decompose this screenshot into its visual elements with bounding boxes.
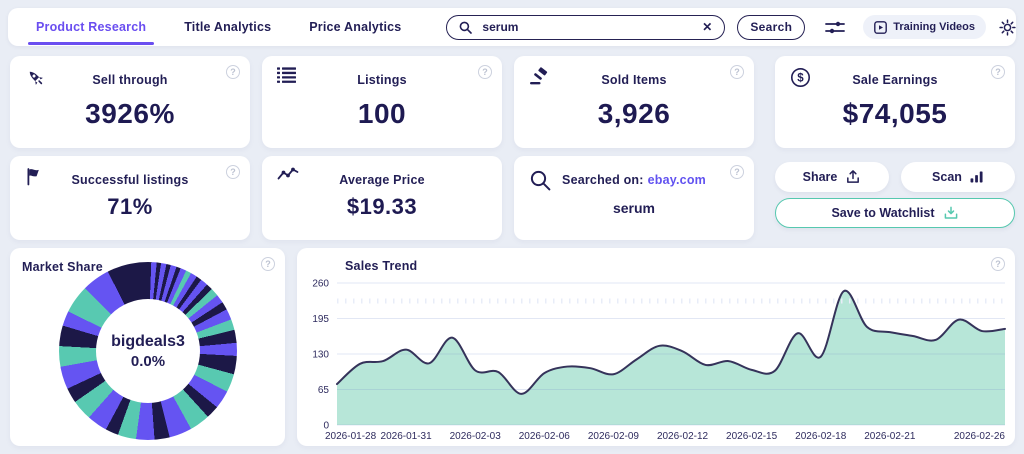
- share-upload-icon: [847, 170, 860, 183]
- svg-text:195: 195: [312, 314, 329, 325]
- svg-text:2026-01-28: 2026-01-28: [325, 431, 377, 442]
- search-icon: [460, 21, 473, 34]
- help-icon[interactable]: ?: [261, 257, 275, 271]
- listings-value: 100: [357, 98, 407, 129]
- top-navigation-bar: Product Research Title Analytics Price A…: [8, 8, 1016, 46]
- card-title: Sell through: [92, 72, 168, 87]
- card-title: Sale Earnings: [852, 72, 938, 87]
- help-icon[interactable]: ?: [226, 65, 240, 79]
- settings-gear-icon[interactable]: [999, 18, 1016, 36]
- share-button[interactable]: Share: [775, 162, 889, 192]
- training-videos-button[interactable]: Training Videos: [863, 15, 986, 39]
- market-share-title: Market Share: [22, 260, 103, 274]
- sale-earnings-value: $74,055: [842, 98, 948, 129]
- card-title: Average Price: [339, 172, 425, 187]
- help-icon[interactable]: ?: [730, 165, 744, 179]
- tab-title-analytics[interactable]: Title Analytics: [184, 20, 272, 34]
- svg-text:$: $: [797, 73, 804, 85]
- watchlist-inbox-icon: [944, 206, 957, 219]
- share-label: Share: [802, 170, 838, 184]
- svg-text:2026-02-03: 2026-02-03: [450, 431, 502, 442]
- help-icon[interactable]: ?: [226, 165, 240, 179]
- svg-text:65: 65: [318, 385, 330, 396]
- sales-trend-card: Sales Trend ? 0 65 130 195 260 2026-01-28 2026…: [297, 248, 1015, 446]
- filter-sliders-icon[interactable]: [825, 20, 846, 35]
- trend-icon: [277, 167, 299, 181]
- card-title: Sold Items: [601, 72, 667, 87]
- svg-text:2026-02-06: 2026-02-06: [519, 431, 571, 442]
- stat-card-average-price: Average Price $19.33: [262, 156, 502, 240]
- gavel-icon: [529, 67, 549, 86]
- save-to-watchlist-button[interactable]: Save to Watchlist: [775, 198, 1015, 228]
- scan-button[interactable]: Scan: [901, 162, 1015, 192]
- rocket-icon: [25, 67, 47, 89]
- help-icon[interactable]: ?: [991, 257, 1005, 271]
- save-to-watchlist-label: Save to Watchlist: [831, 206, 935, 220]
- svg-text:2026-02-21: 2026-02-21: [864, 431, 916, 442]
- scan-bars-icon: [970, 171, 983, 183]
- stat-card-successful-listings: Successful listings ? 71%: [10, 156, 250, 240]
- clear-search-icon[interactable]: ✕: [702, 20, 713, 34]
- sales-trend-area-chart[interactable]: 0 65 130 195 260 2026-01-28 2026-01-31 2026-02-…: [297, 248, 1015, 446]
- stat-card-searched-on: Searched on: ebay.com ? serum: [514, 156, 754, 240]
- tab-price-analytics[interactable]: Price Analytics: [309, 20, 402, 34]
- stat-card-sale-earnings: $ Sale Earnings ? $74,055: [775, 56, 1015, 148]
- stat-card-sell-through: Sell through ? 3926%: [10, 56, 250, 148]
- svg-text:2026-02-26: 2026-02-26: [954, 431, 1006, 442]
- help-icon[interactable]: ?: [478, 65, 492, 79]
- searched-site-link[interactable]: ebay.com: [647, 172, 706, 187]
- svg-text:2026-01-31: 2026-01-31: [381, 431, 433, 442]
- search-input[interactable]: [480, 19, 695, 35]
- svg-text:2026-02-12: 2026-02-12: [657, 431, 709, 442]
- svg-text:130: 130: [312, 350, 329, 361]
- scan-label: Scan: [932, 170, 962, 184]
- sold-items-value: 3,926: [597, 98, 671, 129]
- stat-card-sold-items: Sold Items ? 3,926: [514, 56, 754, 148]
- stat-card-listings: Listings ? 100: [262, 56, 502, 148]
- search-button[interactable]: Search: [737, 14, 806, 40]
- help-icon[interactable]: ?: [730, 65, 744, 79]
- help-icon[interactable]: ?: [991, 65, 1005, 79]
- searched-on-label: Searched on:: [562, 172, 644, 187]
- sales-trend-title: Sales Trend: [345, 259, 418, 273]
- dollar-icon: $: [790, 67, 811, 88]
- svg-text:2026-02-18: 2026-02-18: [795, 431, 847, 442]
- sell-through-value: 3926%: [85, 98, 175, 129]
- searched-keyword: serum: [612, 200, 656, 216]
- search-box[interactable]: ✕: [446, 14, 726, 40]
- tab-product-research[interactable]: Product Research: [27, 8, 155, 46]
- donut-center-seller: bigdeals3: [111, 332, 185, 350]
- play-icon: [874, 20, 888, 34]
- list-icon: [277, 67, 296, 83]
- donut-center: bigdeals3 0.0%: [96, 299, 200, 403]
- successful-listings-value: 71%: [107, 194, 153, 219]
- market-share-donut-chart[interactable]: bigdeals3 0.0%: [59, 262, 237, 440]
- svg-text:260: 260: [312, 279, 329, 290]
- average-price-value: $19.33: [346, 194, 418, 219]
- svg-text:0: 0: [323, 421, 329, 432]
- flag-icon: [25, 167, 43, 186]
- svg-text:2026-02-15: 2026-02-15: [726, 431, 778, 442]
- donut-center-percent: 0.0%: [130, 352, 166, 370]
- card-title: Listings: [357, 72, 407, 87]
- card-title: Searched on: ebay.com: [562, 173, 706, 187]
- card-title: Successful listings: [71, 172, 189, 187]
- search-icon: [529, 169, 552, 192]
- training-videos-label: Training Videos: [893, 21, 975, 33]
- market-share-card: Market Share ? bigdeals3 0.0%: [10, 248, 285, 446]
- svg-text:2026-02-09: 2026-02-09: [588, 431, 640, 442]
